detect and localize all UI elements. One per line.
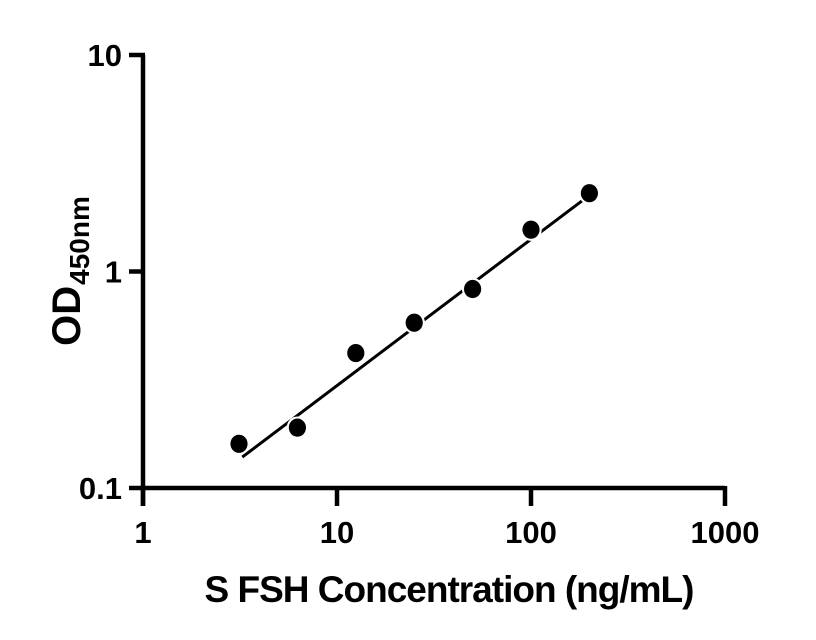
data-point (522, 220, 540, 239)
x-axis-title: S FSH Concentration (ng/mL) (205, 569, 694, 610)
data-point (464, 279, 482, 299)
y-axis-title-subscript: 450nm (64, 196, 95, 285)
plot-area: 0.1 1 10 1 10 100 1000 (79, 38, 760, 550)
axis-spines (140, 55, 725, 506)
x-tick-label: 10 (320, 515, 354, 550)
data-point (347, 343, 365, 363)
data-point (405, 313, 423, 332)
x-tick-label: 100 (505, 515, 557, 550)
y-axis-title: OD450nm (45, 196, 95, 346)
data-point (230, 434, 248, 453)
y-tick-label: 10 (88, 38, 122, 73)
data-point (580, 184, 598, 203)
y-tick-label: 0.1 (79, 471, 122, 506)
x-tick-label: 1 (134, 515, 151, 550)
x-tick-label: 1000 (691, 515, 760, 550)
y-tick-label: 1 (105, 255, 122, 290)
y-axis-title-main: OD (45, 286, 89, 346)
data-point (288, 418, 307, 437)
